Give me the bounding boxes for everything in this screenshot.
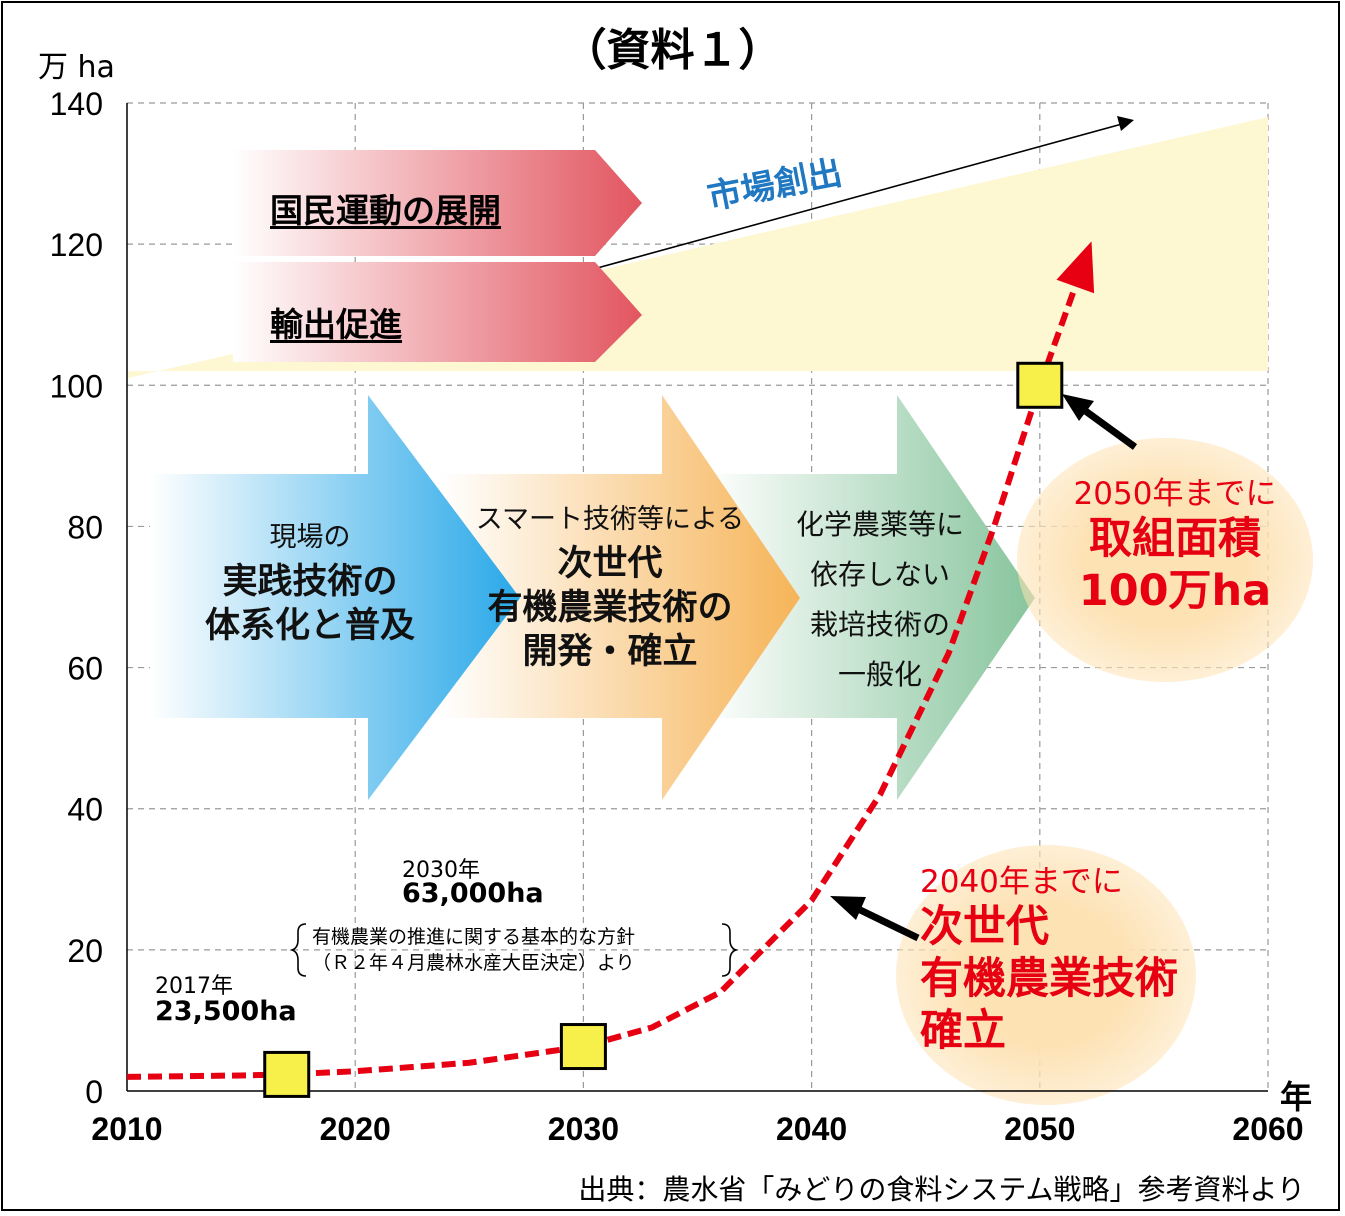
target-2050-annotation: 2050年までに 取組面積 100万ha (1040, 468, 1310, 617)
x-tick-label-2060: 2060 (1232, 1111, 1303, 1147)
pointer-2050-arrowhead (1062, 394, 1094, 421)
x-tick-label-2050: 2050 (1004, 1111, 1075, 1147)
x-tick-label-2030: 2030 (548, 1111, 619, 1147)
stage-3-line-1: 化学農薬等に (795, 508, 964, 541)
stage-1-line-2: 体系化と普及 (204, 606, 415, 646)
stage-1-sub: 現場の (269, 522, 351, 553)
data-marker-2050 (1016, 361, 1064, 409)
target-2040-line-2: 有機農業技術 (920, 954, 1178, 1004)
y-tick-label-40: 40 (67, 792, 103, 828)
stage-3-line-4: 一般化 (837, 658, 922, 691)
stage-2-arrow (440, 395, 800, 800)
policy-note: 有機農業の推進に関する基本的な方針 （Ｒ２年４月農林水産大臣決定）より (312, 924, 635, 976)
stage-2-line-1: 次世代 (557, 544, 663, 584)
banner-label-export: 輸出促進 (270, 305, 402, 344)
target-area-arrowhead (1056, 241, 1095, 294)
stage-1-line-1: 実践技術の (222, 562, 398, 602)
target-2050-line-2: 100万ha (1078, 566, 1272, 616)
target-2040-annotation: 2040年までに 次世代 有機農業技術 確立 (920, 856, 1178, 1057)
stage-3-line-2: 依存しない (809, 558, 950, 591)
stage-3-text: 化学農薬等に 依存しない 栽培技術の 一般化 (775, 500, 985, 700)
x-tick-label-2020: 2020 (320, 1111, 391, 1147)
policy-note-line-1: 有機農業の推進に関する基本的な方針 (312, 926, 636, 948)
y-tick-label-20: 20 (67, 933, 103, 969)
stage-2-line-3: 開発・確立 (522, 632, 698, 672)
y-tick-label-60: 60 (67, 651, 103, 687)
target-2050-circle (1017, 438, 1313, 682)
marker-2030-year: 2030年 (402, 858, 480, 883)
stage-2-text: スマート技術等による 次世代 有機農業技術の 開発・確立 (455, 498, 765, 674)
y-tick-label-120: 120 (50, 227, 103, 263)
policy-bracket-left (289, 923, 307, 977)
pointer-2040-arrowhead (830, 896, 866, 920)
market-trend-arrowhead (1117, 116, 1134, 131)
policy-bracket-right (721, 923, 739, 977)
target-2040-line-3: 確立 (920, 1006, 1006, 1056)
y-axis-unit: 万 ha (38, 50, 115, 85)
target-2040-sub: 2040年までに (920, 864, 1123, 900)
banner-label-national-movement: 国民運動の展開 (270, 191, 501, 230)
pointer-2050-shaft (1077, 404, 1138, 450)
stage-1-text: 現場の 実践技術の 体系化と普及 (160, 516, 460, 648)
y-tick-label-100: 100 (50, 368, 103, 404)
pointer-2040-shaft (850, 902, 920, 942)
y-tick-label-140: 140 (50, 86, 103, 122)
data-marker-2017 (263, 1050, 311, 1098)
stage-3-arrow (705, 395, 1035, 800)
target-2050-sub: 2050年までに (1073, 476, 1277, 512)
y-tick-label-0: 0 (85, 1074, 103, 1110)
policy-note-line-2: （Ｒ２年４月農林水産大臣決定）より (312, 952, 635, 974)
marker-2017-year: 2017年 (155, 974, 233, 999)
banner-arrow-national-movement (233, 150, 642, 256)
market-trend-line (589, 123, 1123, 271)
stage-3-line-3: 栽培技術の (809, 608, 950, 641)
y-tick-label-80: 80 (67, 509, 103, 545)
target-2040-circle (896, 845, 1196, 1105)
target-2050-line-1: 取組面積 (1089, 514, 1261, 564)
x-tick-label-2040: 2040 (776, 1111, 847, 1147)
stage-2-line-2: 有機農業技術の (487, 588, 733, 628)
data-marker-2030 (559, 1023, 607, 1071)
stage-1-arrow (150, 395, 520, 800)
x-axis-unit: 年 (1280, 1078, 1313, 1116)
marker-2017-value: 23,500ha (155, 996, 297, 1027)
source-citation: 出典：農水省「みどりの食料システム戦略」参考資料より (578, 1173, 1305, 1206)
marker-2030-value: 63,000ha (402, 878, 544, 909)
stage-2-sub: スマート技術等による (475, 504, 745, 535)
x-tick-label-2010: 2010 (91, 1111, 162, 1147)
banner-arrow-export (233, 262, 642, 362)
chart-title: （資料１） (562, 25, 783, 76)
target-2040-line-1: 次世代 (920, 902, 1049, 952)
